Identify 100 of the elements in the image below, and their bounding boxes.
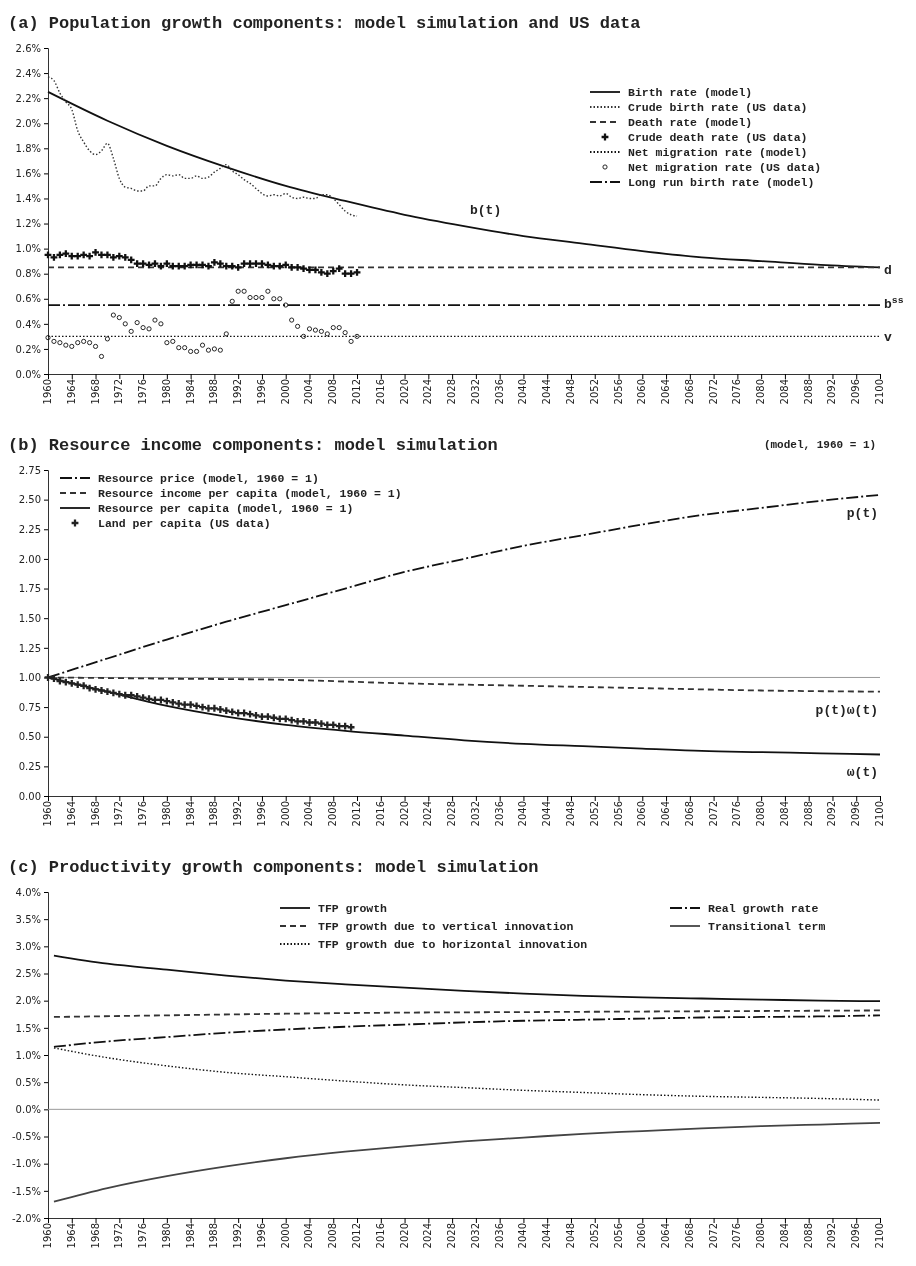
y-tick-label: 0.4%	[15, 318, 41, 330]
point	[282, 261, 290, 269]
annotation: p(t)ω(t)	[815, 703, 878, 718]
x-tick-label: 2060	[636, 801, 648, 827]
x-tick-label: 1984	[184, 1223, 196, 1249]
point	[199, 261, 206, 269]
y-tick-label: 2.0%	[15, 117, 41, 129]
text: b$^{ss}$	[884, 294, 904, 312]
x-tick-label: 2072	[707, 1223, 719, 1249]
y-tick-label: 3.5%	[15, 913, 41, 925]
point	[92, 685, 99, 693]
y-tick-label: 0.0%	[15, 1104, 41, 1116]
legend-label: Resource income per capita (model, 1960 = 1)	[98, 487, 402, 500]
point	[317, 720, 325, 728]
point	[353, 269, 361, 276]
legend-label: Crude birth rate (US data)	[628, 101, 808, 114]
x-tick-label: 2016	[374, 801, 386, 827]
y-tick-label: 1.6%	[15, 168, 41, 180]
x-tick-label: 1976	[137, 1223, 149, 1249]
x-tick-label: 2064	[660, 801, 672, 827]
x-tick-label: 2080	[755, 1223, 767, 1249]
x-tick-label: 2000	[279, 1223, 291, 1249]
x-tick-label: 2020	[398, 801, 410, 827]
point	[216, 260, 224, 268]
x-tick-label: 2000	[279, 379, 291, 405]
x-tick-label: 2052	[588, 379, 600, 405]
x-tick-label: 2052	[588, 1223, 600, 1249]
y-tick-label: -1.0%	[11, 1158, 41, 1170]
x-tick-label: 2000	[279, 801, 291, 827]
x-tick-label: 1968	[89, 1223, 101, 1249]
x-tick-label: 2060	[636, 1223, 648, 1249]
legend-label: Net migration rate (US data)	[628, 161, 822, 174]
x-tick-label: 2064	[660, 379, 672, 405]
y-tick-label: -1.5%	[11, 1185, 41, 1197]
x-tick-label: 1996	[255, 379, 267, 405]
x-tick-label: 2040	[517, 379, 529, 405]
x-tick-label: 2084	[778, 1223, 790, 1249]
chart-title: (a) Population growth components: model simulation and US data	[8, 14, 641, 33]
point	[335, 265, 343, 273]
point	[98, 251, 105, 259]
x-tick-label: 2044	[541, 801, 553, 827]
x-tick-label: 2040	[517, 1223, 529, 1249]
y-tick-label: 1.8%	[15, 143, 41, 155]
x-tick-label: 1972	[113, 379, 125, 405]
point	[306, 719, 313, 726]
point	[157, 262, 165, 270]
x-tick-label: 1960	[42, 379, 53, 405]
x-tick-label: 1980	[160, 801, 172, 827]
x-tick-label: 1984	[184, 801, 196, 827]
x-tick-label: 2072	[707, 379, 719, 405]
y-tick-label: 1.25	[18, 642, 41, 654]
legend-label: Long run birth rate (model)	[628, 176, 815, 189]
x-tick-label: 2096	[850, 1223, 862, 1249]
annotation: p(t)	[846, 506, 878, 521]
point	[216, 706, 224, 713]
x-tick-label: 2044	[541, 1223, 553, 1249]
legend-label: TFP growth due to vertical innovation	[318, 920, 574, 933]
x-tick-label: 1992	[232, 801, 244, 827]
annotation: b(t)	[470, 203, 502, 218]
point	[193, 261, 200, 269]
point	[109, 253, 117, 261]
annotation: ω(t)	[846, 765, 878, 780]
point	[121, 253, 129, 261]
x-tick-label: 1984	[184, 379, 196, 405]
point	[264, 713, 272, 720]
point	[294, 717, 302, 725]
x-tick-label: 2096	[850, 379, 862, 405]
point	[127, 256, 135, 264]
point	[92, 248, 99, 256]
point	[323, 270, 331, 278]
x-tick-label: 2092	[826, 379, 838, 405]
point	[109, 689, 117, 697]
x-tick-label: 2012	[351, 1223, 363, 1249]
x-tick-label: 1964	[65, 379, 77, 405]
point	[98, 687, 105, 694]
legend-label: Net migration rate (model)	[628, 146, 808, 159]
x-tick-label: 2068	[683, 379, 695, 405]
text: d	[884, 263, 892, 278]
x-tick-label: 1988	[208, 1223, 220, 1249]
point	[294, 264, 302, 271]
point	[104, 251, 111, 259]
line-series	[53, 1122, 881, 1203]
line-series	[53, 954, 881, 1003]
point	[317, 269, 325, 276]
x-tick-label: 2080	[755, 801, 767, 827]
point	[175, 700, 183, 707]
y-tick-label: 0.5%	[15, 1076, 41, 1088]
y-tick-label: 0.0%	[15, 368, 41, 380]
x-tick-label: 2068	[683, 801, 695, 827]
x-tick-label: 2100	[874, 801, 885, 827]
x-tick-label: 2048	[564, 1223, 576, 1249]
x-tick-label: 2064	[660, 1223, 672, 1249]
point	[252, 711, 260, 719]
x-tick-label: 2060	[636, 379, 648, 405]
point	[133, 693, 141, 700]
x-tick-label: 2008	[327, 801, 339, 827]
x-tick-label: 2004	[303, 1223, 315, 1249]
x-tick-label: 2048	[564, 801, 576, 827]
x-tick-label: 2080	[755, 379, 767, 405]
chart-subtitle: (model, 1960 = 1)	[763, 439, 877, 451]
